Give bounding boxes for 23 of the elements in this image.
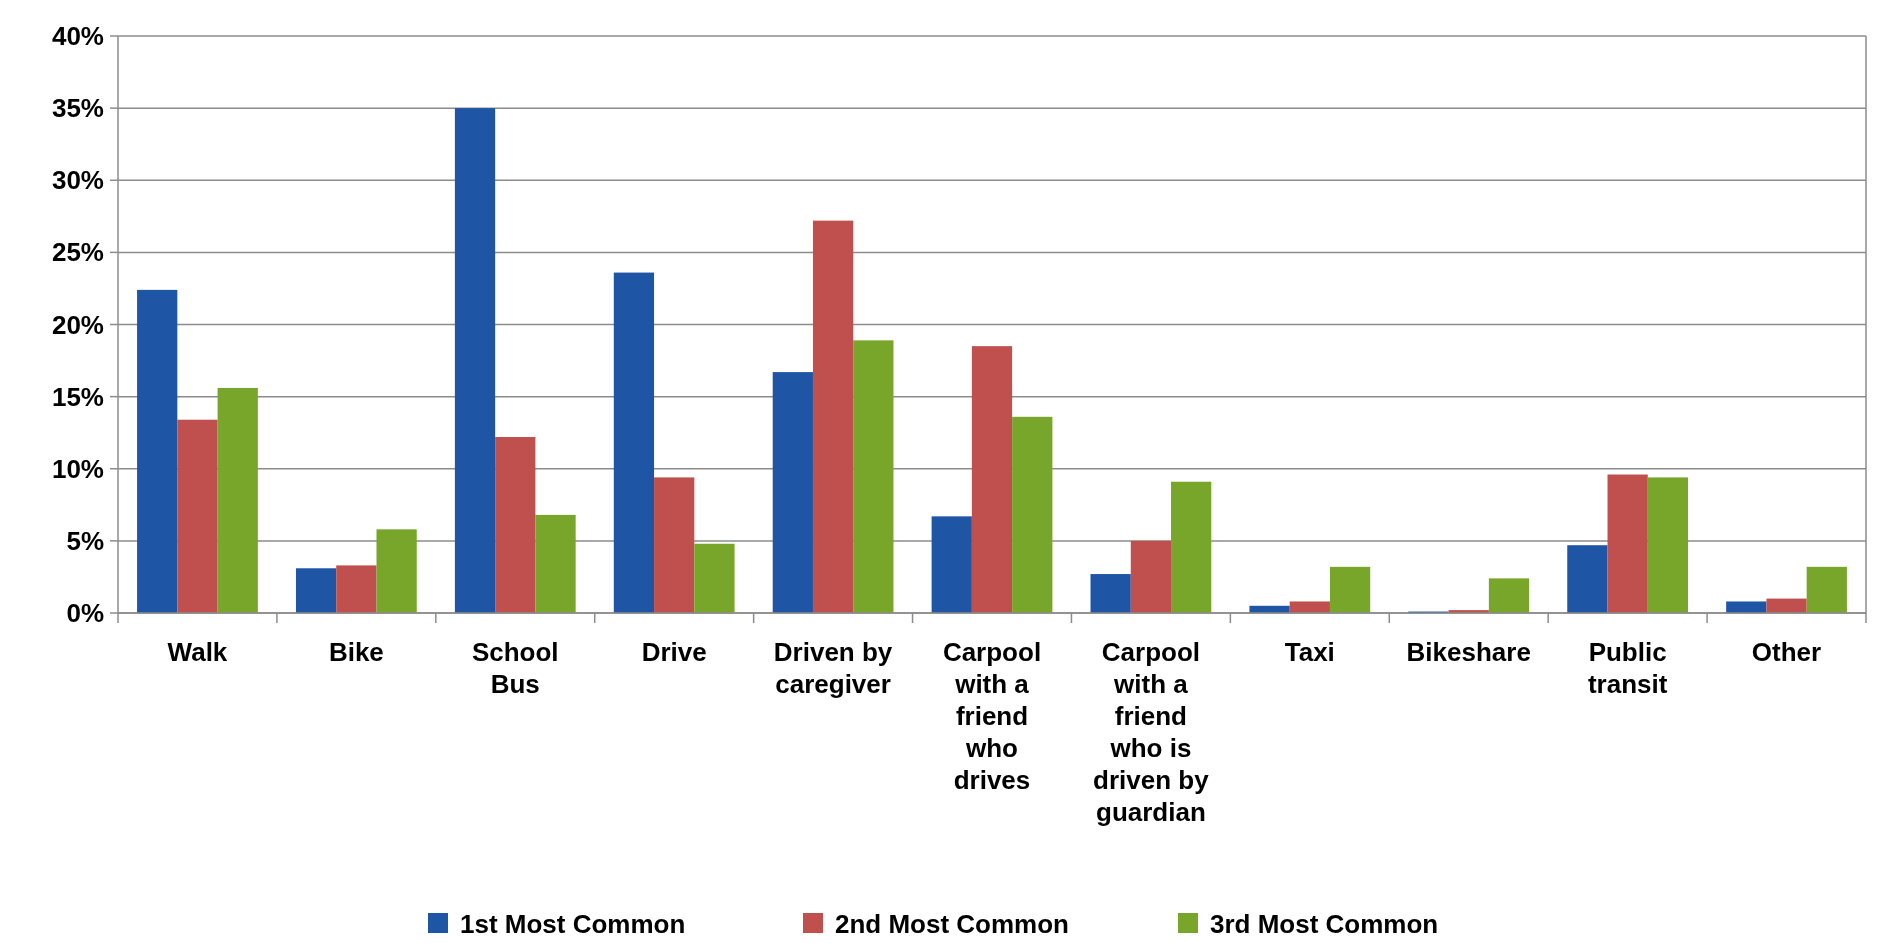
y-tick-label: 40%: [51, 21, 104, 52]
x-tick-label: School Bus: [471, 637, 559, 699]
x-tick-label: Driven by caregiver: [773, 637, 893, 699]
y-tick-label: 20%: [51, 309, 104, 340]
legend-label: 2nd Most Common: [835, 909, 1069, 939]
x-tick-label: Other: [1751, 637, 1822, 667]
y-tick-label: 10%: [51, 453, 104, 484]
y-tick-label: 0%: [66, 598, 104, 629]
x-tick-label: Taxi: [1284, 637, 1335, 667]
x-tick-label: Bike: [328, 637, 384, 667]
legend-label: 3rd Most Common: [1210, 909, 1439, 939]
x-tick-label: Carpool with a friend who is driven by guardian: [1093, 637, 1210, 827]
y-tick-label: 25%: [51, 237, 104, 268]
x-tick-label: Walk: [167, 637, 228, 667]
legend-label: 1st Most Common: [460, 909, 686, 939]
x-tick-label: Drive: [641, 637, 707, 667]
x-tick-label: Bikeshare: [1406, 637, 1531, 667]
x-tick-label: Public transit: [1587, 637, 1668, 699]
y-tick-label: 35%: [51, 93, 104, 124]
y-tick-label: 5%: [66, 525, 104, 556]
x-tick-label: Carpool with a friend who drives: [942, 637, 1042, 795]
y-tick-label: 30%: [51, 165, 104, 196]
y-tick-label: 15%: [51, 381, 104, 412]
